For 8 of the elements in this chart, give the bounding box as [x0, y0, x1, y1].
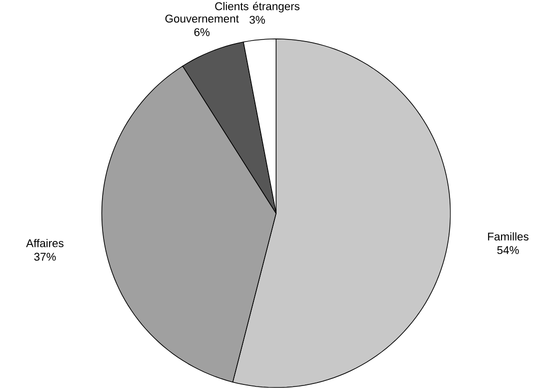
data-label: 6% [194, 28, 210, 36]
data-label: 37% [34, 252, 56, 261]
slice-label: Clients étrangers [215, 2, 300, 12]
data-label: 3% [250, 16, 265, 24]
slice-label: Gouvernement [165, 14, 239, 23]
slice-label: Affaires [26, 238, 64, 248]
data-label: 54% [497, 246, 519, 254]
slice-label: Familles [488, 232, 528, 241]
